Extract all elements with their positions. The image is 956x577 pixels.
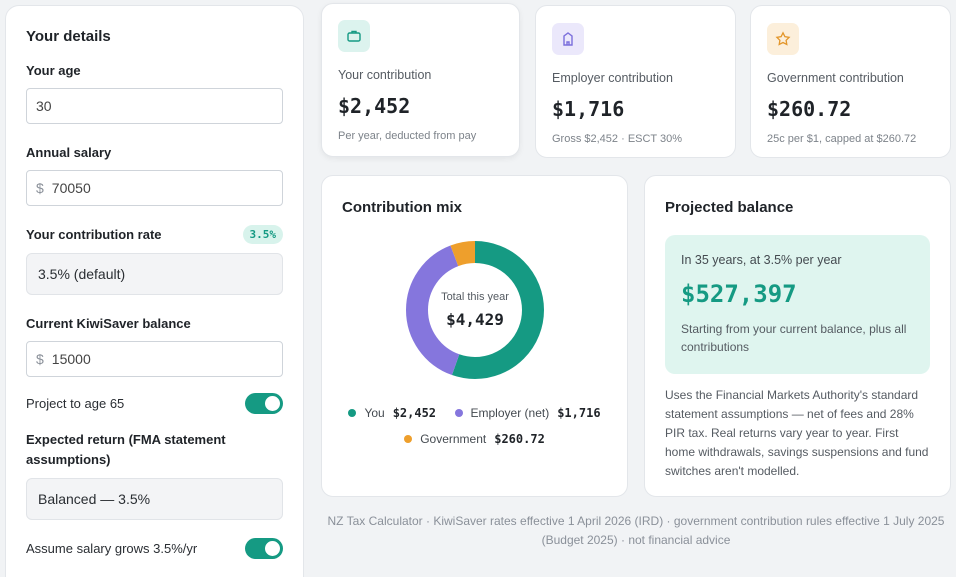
legend-name: You [364, 406, 385, 420]
stat-label: Employer contribution [552, 71, 673, 85]
return-label: Expected return (FMA statement assumptio… [26, 432, 226, 467]
legend-dot [454, 409, 463, 417]
projection-note: Starting from your current balance, plus… [681, 322, 907, 354]
legend-dot [404, 435, 413, 443]
stat-value: $2,452 [338, 94, 411, 118]
salary-label: Annual salary [26, 145, 112, 160]
your-contribution-card: Your contribution $2,452 Per year, deduc… [321, 3, 520, 157]
salary-value: 70050 [51, 180, 91, 196]
rate-value: 3.5% (default) [38, 266, 126, 282]
salary-growth-label: Assume salary grows 3.5%/yr [26, 541, 198, 556]
employer-contribution-card: Employer contribution $1,716 Gross $2,45… [535, 5, 736, 158]
briefcase-icon [338, 20, 370, 52]
age-input[interactable]: 30 [26, 88, 283, 124]
contribution-mix-card: Contribution mix Total this year $4,429 … [321, 175, 628, 497]
dollar-icon: $ [36, 180, 44, 196]
projected-balance-card: Projected balance In 35 years, at 3.5% p… [644, 175, 951, 497]
legend-dot [348, 409, 357, 417]
legend-name: Government [420, 432, 487, 446]
rate-label: Your contribution rate [26, 227, 162, 242]
legend-item-government: Government $260.72 [404, 432, 545, 446]
mix-title: Contribution mix [342, 199, 462, 216]
government-contribution-card: Government contribution $260.72 25c per … [750, 5, 951, 158]
dollar-icon: $ [36, 351, 44, 367]
legend-amount: $1,716 [557, 406, 601, 420]
legend-item-employer: Employer (net) $1,716 [454, 406, 601, 420]
rate-badge: 3.5% [242, 225, 283, 244]
building-icon [552, 23, 584, 55]
stat-label: Your contribution [338, 68, 432, 82]
age-value: 30 [36, 98, 52, 114]
salary-growth-row: Assume salary grows 3.5%/yr [26, 538, 283, 559]
project-row: Project to age 65 [26, 393, 283, 414]
footer-note: NZ Tax Calculator · KiwiSaver rates effe… [327, 514, 945, 547]
projection-disclaimer: Uses the Financial Markets Authority's s… [665, 388, 929, 478]
donut-slice-employer-net [406, 241, 544, 379]
salary-input[interactable]: $ 70050 [26, 170, 283, 206]
balance-value: 15000 [51, 351, 91, 367]
balance-label: Current KiwiSaver balance [26, 316, 191, 331]
donut-center: Total this year $4,429 [405, 240, 545, 380]
rate-select[interactable]: 3.5% (default) [26, 253, 283, 295]
projection-title: Projected balance [665, 199, 794, 216]
projection-box: In 35 years, at 3.5% per year $527,397 S… [665, 235, 930, 374]
project-label: Project to age 65 [26, 396, 125, 411]
legend-item-you: You $2,452 [348, 406, 436, 420]
stat-sub: 25c per $1, capped at $260.72 [767, 133, 917, 145]
donut-chart [406, 241, 544, 379]
projection-horizon: In 35 years, at 3.5% per year [681, 253, 842, 267]
project-toggle[interactable] [245, 393, 283, 414]
return-select[interactable]: Balanced — 3.5% [26, 478, 283, 520]
stat-sub: Gross $2,452 · ESCT 30% [552, 133, 683, 145]
stat-value: $1,716 [552, 97, 625, 121]
details-panel: Your details Your age 30 Annual salary $… [5, 5, 304, 577]
age-label: Your age [26, 63, 81, 78]
return-value: Balanced — 3.5% [38, 491, 151, 507]
projection-value: $527,397 [681, 280, 797, 308]
rate-header: Your contribution rate 3.5% [26, 225, 283, 244]
details-title: Your details [26, 28, 111, 45]
stat-value: $260.72 [767, 97, 852, 121]
star-icon [767, 23, 799, 55]
legend-name: Employer (net) [470, 406, 550, 420]
donut-center-value: $4,429 [446, 310, 504, 329]
stat-label: Government contribution [767, 71, 904, 85]
salary-growth-toggle[interactable] [245, 538, 283, 559]
legend-row-2: Government $260.72 [322, 430, 627, 448]
donut-center-label: Total this year [441, 291, 509, 303]
legend-row-1: You $2,452 Employer (net) $1,716 [322, 404, 627, 422]
stat-sub: Per year, deducted from pay [338, 130, 477, 142]
balance-input[interactable]: $ 15000 [26, 341, 283, 377]
donut-slice-government [406, 241, 544, 379]
legend-amount: $260.72 [494, 432, 545, 446]
legend-amount: $2,452 [392, 406, 437, 420]
